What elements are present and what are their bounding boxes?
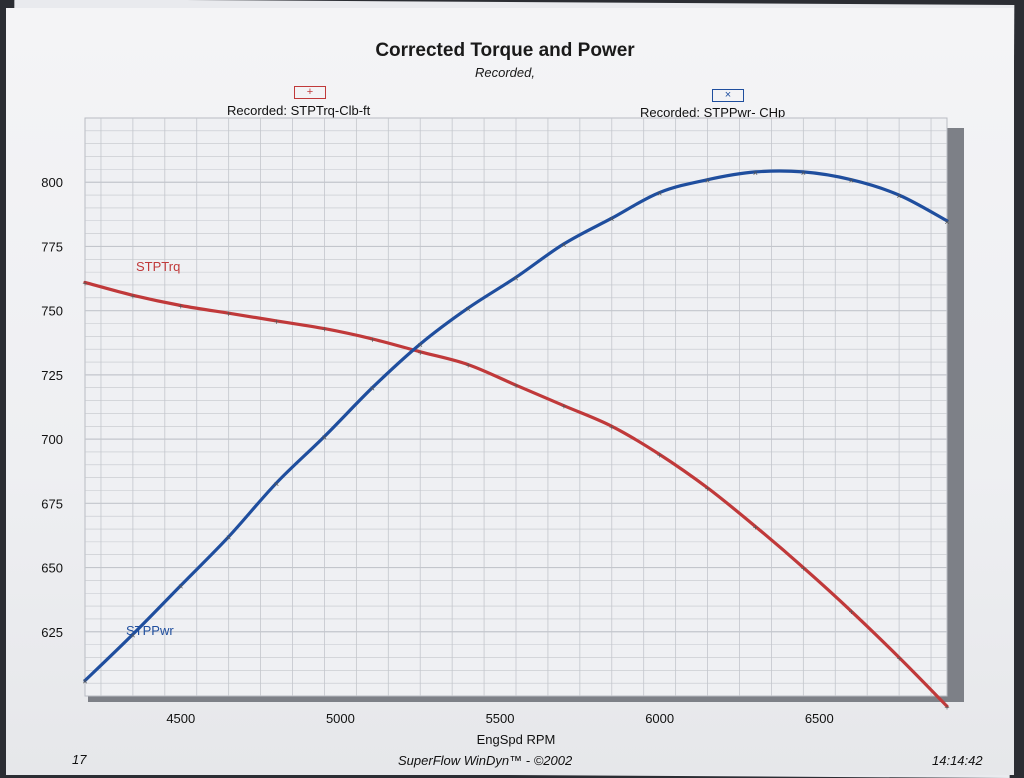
y-tick-label: 750 — [41, 304, 63, 319]
data-point: × — [130, 630, 135, 640]
data-point: + — [418, 348, 423, 358]
footer-time: 14:14:42 — [932, 753, 983, 768]
data-point: + — [753, 522, 758, 532]
data-point: + — [82, 278, 87, 288]
chart-title: Corrected Torque and Power — [375, 40, 635, 61]
data-point: + — [849, 607, 854, 617]
plot-shadow-right — [946, 128, 964, 700]
x-tick-label: 6000 — [645, 711, 674, 726]
x-axis-label: EngSpd RPM — [477, 732, 556, 747]
x-tick-label: 4500 — [166, 711, 195, 726]
y-tick-label: 775 — [41, 239, 63, 254]
footer-page-number: 17 — [72, 752, 87, 767]
series-line-stppwr — [83, 169, 949, 683]
x-tick-label: 5500 — [486, 711, 515, 726]
data-point: + — [322, 325, 327, 335]
data-point: × — [82, 677, 87, 687]
power-legend-marker: × — [712, 89, 744, 102]
torque-legend-marker: + — [294, 86, 326, 99]
data-point: × — [561, 240, 566, 250]
data-point: × — [178, 582, 183, 592]
torque-legend-label: Recorded: STPTrq-Clb-ft — [227, 103, 371, 118]
data-point: × — [465, 304, 470, 314]
data-point: + — [370, 335, 375, 345]
y-tick-label: 675 — [41, 496, 63, 511]
plot-lines: +++++++++++++++++++××××××××××××××× ×××× — [82, 168, 949, 712]
data-point: × — [226, 533, 231, 543]
chart-subtitle: Recorded, — [475, 65, 535, 80]
data-point: × — [274, 479, 279, 489]
data-point: × — [801, 168, 806, 178]
x-tick-label: 6500 — [805, 711, 834, 726]
data-point: × — [513, 273, 518, 283]
y-tick-label: 800 — [41, 175, 63, 190]
data-point: × — [705, 176, 710, 186]
data-point: × — [657, 188, 662, 198]
power-legend-label: Recorded: STPPwr- CHp — [640, 105, 786, 120]
data-point: + — [465, 361, 470, 371]
data-point: × — [609, 214, 614, 224]
data-point: + — [274, 317, 279, 327]
series-line-stptrq — [83, 280, 949, 708]
data-point: + — [513, 381, 518, 391]
data-point: + — [705, 484, 710, 494]
data-point: × — [849, 176, 854, 186]
y-tick-label: 625 — [41, 625, 63, 640]
footer-software: SuperFlow WinDyn™ - ©2002 — [398, 753, 573, 768]
data-point: × — [322, 433, 327, 443]
plot-grid — [85, 118, 947, 696]
x-axis-ticks: 4500 5000 5500 6000 6500 — [166, 711, 833, 726]
data-point: × — [944, 217, 949, 227]
data-point: × — [896, 191, 901, 201]
data-point: × — [418, 340, 423, 350]
data-point: × — [753, 168, 758, 178]
torque-series-label: STPTrq — [136, 259, 180, 274]
data-point: + — [944, 702, 949, 712]
data-point: + — [896, 653, 901, 663]
data-point: + — [130, 291, 135, 301]
data-point: + — [657, 451, 662, 461]
data-point: + — [178, 302, 183, 312]
data-point: + — [801, 564, 806, 574]
data-point: + — [561, 402, 566, 412]
power-series-label: STPPwr — [126, 623, 174, 638]
data-point: + — [226, 309, 231, 319]
y-tick-label: 650 — [41, 561, 63, 576]
data-point: + — [609, 422, 614, 432]
y-axis-ticks: 625 650 675 700 725 750 775 800 — [41, 175, 63, 640]
x-tick-label: 5000 — [326, 711, 355, 726]
y-tick-label: 725 — [41, 368, 63, 383]
y-tick-label: 700 — [41, 432, 63, 447]
plot-shadow-bottom — [88, 696, 964, 702]
data-point: × — [370, 384, 375, 394]
